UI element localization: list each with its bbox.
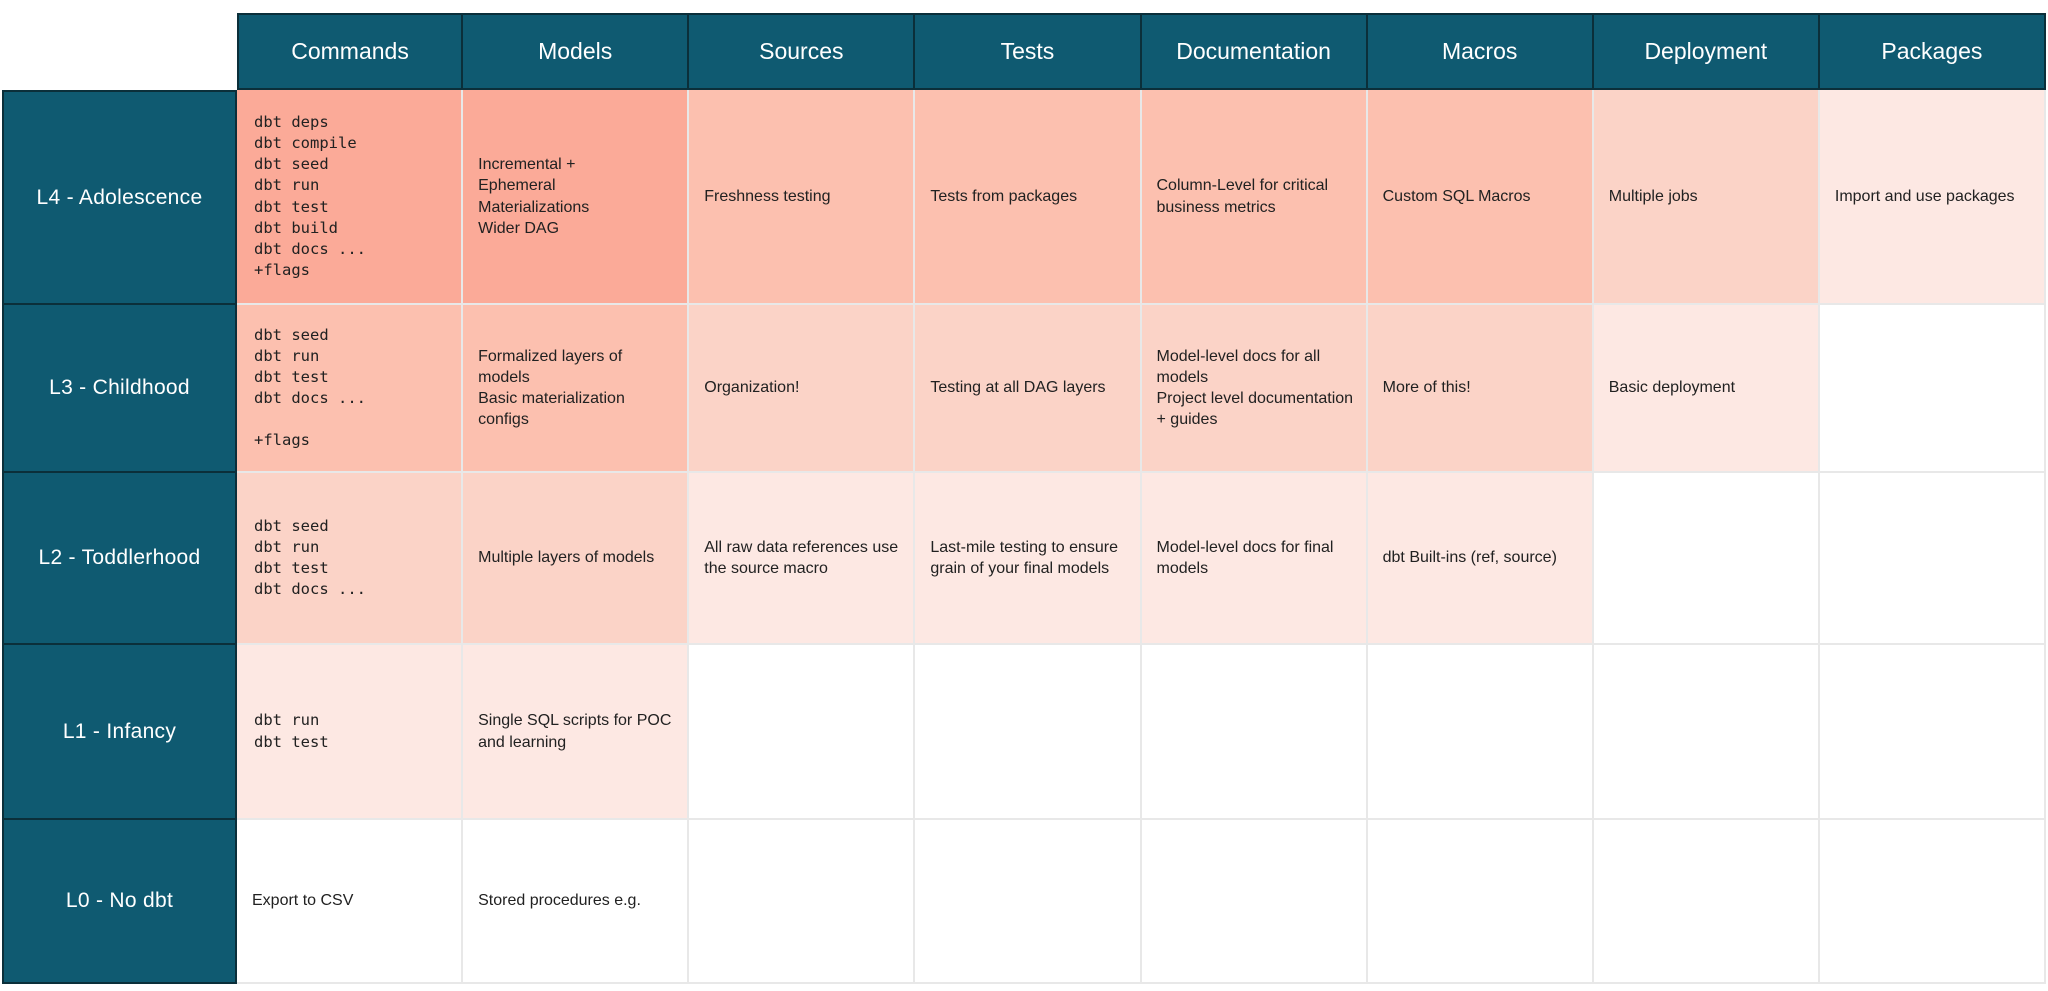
cell-l1-packages [1819,645,2046,820]
column-header-tests: Tests [915,13,1142,90]
cell-l2-commands: dbt seed dbt run dbt test dbt docs ... [237,473,464,645]
maturity-table: Commands Models Sources Tests Documentat… [2,13,2046,984]
column-header-deployment: Deployment [1593,13,1820,90]
column-header-macros: Macros [1367,13,1594,90]
row-header-l3-childhood: L3 - Childhood [2,305,237,473]
cell-l1-tests [915,645,1142,820]
cell-l3-macros: More of this! [1367,305,1594,473]
cell-l3-models: Formalized layers of models Basic materi… [463,305,690,473]
row-header-l4-adolescence: L4 - Adolescence [2,90,237,305]
cell-l0-sources [689,820,916,984]
cell-l4-documentation: Column-Level for critical business metri… [1141,90,1368,305]
cell-l3-tests: Testing at all DAG layers [915,305,1142,473]
cell-l4-commands: dbt deps dbt compile dbt seed dbt run db… [237,90,464,305]
cell-l3-documentation: Model-level docs for all models Project … [1141,305,1368,473]
cell-l2-tests: Last-mile testing to ensure grain of you… [915,473,1142,645]
cell-l1-macros [1367,645,1594,820]
cell-l0-models: Stored procedures e.g. [463,820,690,984]
column-header-models: Models [463,13,690,90]
row-header-l0-no-dbt: L0 - No dbt [2,820,237,984]
cell-l4-deployment: Multiple jobs [1593,90,1820,305]
cell-l2-macros: dbt Built-ins (ref, source) [1367,473,1594,645]
cell-l1-sources [689,645,916,820]
cell-l0-macros [1367,820,1594,984]
cell-l1-deployment [1593,645,1820,820]
cell-l2-documentation: Model-level docs for final models [1141,473,1368,645]
column-header-packages: Packages [1819,13,2046,90]
cell-l1-documentation [1141,645,1368,820]
cell-l2-deployment [1593,473,1820,645]
cell-l4-tests: Tests from packages [915,90,1142,305]
cell-l2-sources: All raw data references use the source m… [689,473,916,645]
column-header-documentation: Documentation [1141,13,1368,90]
cell-l4-macros: Custom SQL Macros [1367,90,1594,305]
cell-l3-sources: Organization! [689,305,916,473]
cell-l0-commands: Export to CSV [237,820,464,984]
column-header-sources: Sources [689,13,916,90]
cell-l2-models: Multiple layers of models [463,473,690,645]
cell-l3-packages [1819,305,2046,473]
cell-l2-packages [1819,473,2046,645]
cell-l1-models: Single SQL scripts for POC and learning [463,645,690,820]
column-header-commands: Commands [237,13,464,90]
cell-l4-packages: Import and use packages [1819,90,2046,305]
cell-l0-deployment [1593,820,1820,984]
cell-l3-commands: dbt seed dbt run dbt test dbt docs ... +… [237,305,464,473]
cell-l4-models: Incremental + Ephemeral Materializations… [463,90,690,305]
corner-blank [2,13,237,90]
cell-l3-deployment: Basic deployment [1593,305,1820,473]
cell-l0-packages [1819,820,2046,984]
row-header-l1-infancy: L1 - Infancy [2,645,237,820]
cell-l0-tests [915,820,1142,984]
cell-l0-documentation [1141,820,1368,984]
cell-l4-sources: Freshness testing [689,90,916,305]
cell-l1-commands: dbt run dbt test [237,645,464,820]
row-header-l2-toddlerhood: L2 - Toddlerhood [2,473,237,645]
